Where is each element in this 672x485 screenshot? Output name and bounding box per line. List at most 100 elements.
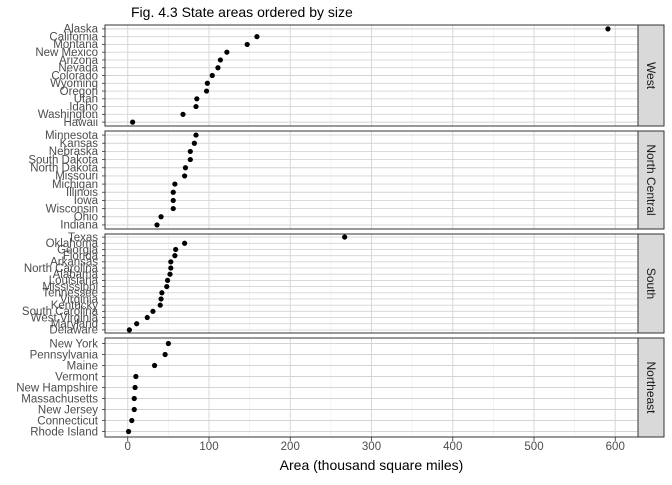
data-point bbox=[151, 362, 158, 369]
data-point bbox=[217, 57, 223, 63]
data-point bbox=[133, 373, 139, 380]
data-point bbox=[168, 259, 174, 265]
data-point bbox=[150, 308, 156, 314]
data-point bbox=[165, 340, 171, 347]
y-tick-label: Wyoming bbox=[50, 78, 98, 90]
data-point bbox=[154, 222, 160, 228]
data-point bbox=[129, 417, 135, 424]
y-tick-label: Georgia bbox=[57, 244, 99, 256]
facet-panel-south: TexasOklahomaGeorgiaFloridaArkansasNorth… bbox=[22, 232, 665, 337]
y-tick-label: Washington bbox=[38, 109, 98, 121]
y-tick-label: Maine bbox=[67, 360, 98, 372]
y-tick-label: Mississippi bbox=[42, 281, 98, 293]
data-point bbox=[204, 80, 210, 86]
data-point bbox=[187, 148, 193, 155]
data-point bbox=[187, 156, 193, 163]
data-point bbox=[254, 34, 260, 40]
y-tick-label: Missouri bbox=[55, 171, 98, 183]
x-axis-title: Area (thousand square miles) bbox=[280, 457, 464, 473]
facet-strip bbox=[637, 24, 665, 127]
x-tick-label: 0 bbox=[125, 441, 131, 453]
data-point bbox=[180, 111, 186, 117]
y-tick-label: Colorado bbox=[51, 70, 98, 82]
y-tick-label: New Jersey bbox=[38, 404, 98, 416]
data-point bbox=[193, 103, 199, 110]
facet-strip bbox=[637, 337, 665, 438]
y-tick-label: Maryland bbox=[51, 319, 98, 331]
y-tick-label: Idaho bbox=[69, 101, 98, 113]
y-tick-label: Virginia bbox=[60, 294, 99, 306]
y-tick-label: West Virginia bbox=[31, 312, 99, 324]
y-tick-label: Nebraska bbox=[49, 146, 99, 158]
y-tick-label: Utah bbox=[74, 94, 98, 106]
y-tick-label: Alabama bbox=[53, 269, 99, 281]
y-tick-label: Pennsylvania bbox=[30, 349, 99, 361]
facet-strip-label: North Central bbox=[644, 144, 658, 215]
x-tick-label: 500 bbox=[524, 441, 543, 453]
data-point bbox=[131, 395, 137, 402]
y-tick-label: Texas bbox=[68, 232, 98, 244]
data-point bbox=[194, 96, 200, 102]
y-tick-label: Hawaii bbox=[63, 117, 98, 129]
facet-strip bbox=[637, 130, 665, 230]
data-point bbox=[172, 253, 178, 259]
data-point bbox=[162, 351, 168, 358]
y-tick-label: South Carolina bbox=[22, 306, 99, 318]
data-point bbox=[203, 88, 210, 94]
data-point bbox=[159, 290, 165, 296]
data-point bbox=[158, 214, 164, 220]
data-point bbox=[168, 265, 174, 271]
y-tick-label: New Hampshire bbox=[16, 382, 98, 394]
y-tick-label: Oklahoma bbox=[46, 238, 99, 250]
y-tick-label: Illinois bbox=[66, 187, 98, 199]
y-tick-label: Minnesota bbox=[45, 130, 99, 142]
data-point bbox=[191, 140, 197, 146]
facet-strip bbox=[637, 233, 665, 334]
data-point bbox=[130, 119, 136, 125]
facet-strip-label: South bbox=[644, 268, 658, 299]
data-point bbox=[158, 296, 164, 302]
y-tick-label: Kentucky bbox=[51, 300, 99, 312]
data-point bbox=[170, 205, 176, 212]
data-point bbox=[215, 65, 221, 71]
x-tick-label: 400 bbox=[443, 441, 462, 453]
data-point bbox=[134, 321, 140, 327]
x-tick-label: 600 bbox=[606, 441, 625, 453]
facet-strip-label: Northeast bbox=[644, 361, 658, 414]
facet-strip-label: West bbox=[644, 62, 658, 90]
y-tick-label: Delaware bbox=[49, 325, 98, 337]
y-tick-label: South Dakota bbox=[28, 154, 98, 166]
data-point bbox=[224, 49, 230, 55]
y-tick-label: North Carolina bbox=[24, 263, 99, 275]
y-tick-label: New York bbox=[49, 338, 98, 350]
data-point bbox=[170, 189, 176, 195]
y-tick-label: Oregon bbox=[60, 86, 98, 98]
data-point bbox=[193, 132, 199, 138]
y-tick-label: California bbox=[49, 31, 98, 43]
data-point bbox=[182, 165, 189, 171]
data-point bbox=[131, 406, 137, 413]
y-tick-label: Alaska bbox=[63, 24, 98, 36]
y-tick-label: Massachusetts bbox=[21, 393, 98, 405]
x-tick-label: 200 bbox=[281, 441, 300, 453]
y-tick-label: Iowa bbox=[74, 195, 99, 207]
data-point bbox=[132, 384, 138, 391]
y-tick-label: New Mexico bbox=[35, 47, 98, 59]
y-tick-label: Indiana bbox=[60, 220, 98, 232]
data-point bbox=[605, 26, 611, 32]
data-point bbox=[182, 173, 188, 179]
y-tick-label: Kansas bbox=[60, 138, 99, 150]
data-point bbox=[144, 314, 150, 321]
data-point bbox=[170, 197, 176, 204]
data-point bbox=[167, 271, 173, 277]
y-tick-label: Wisconsin bbox=[46, 203, 98, 215]
data-point bbox=[172, 181, 178, 187]
y-tick-label: Michigan bbox=[52, 179, 98, 191]
y-tick-label: Nevada bbox=[58, 63, 98, 75]
data-point bbox=[209, 72, 215, 79]
